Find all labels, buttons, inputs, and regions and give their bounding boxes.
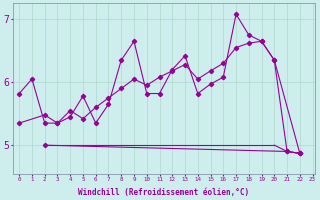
X-axis label: Windchill (Refroidissement éolien,°C): Windchill (Refroidissement éolien,°C) [78, 188, 250, 197]
